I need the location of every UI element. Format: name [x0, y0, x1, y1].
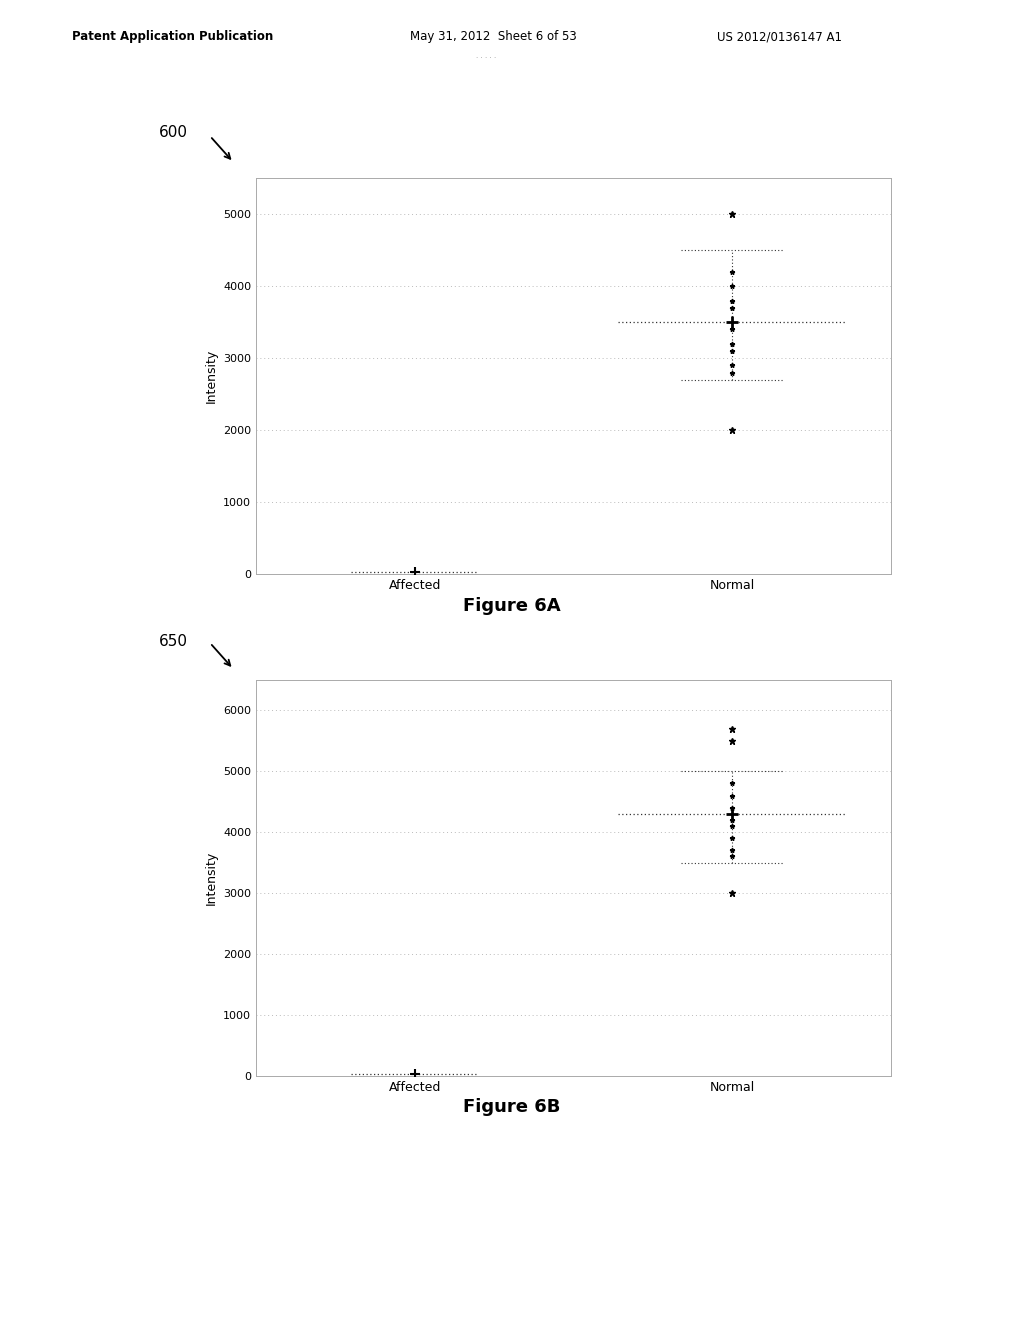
Text: . . . . .: . . . . .	[476, 53, 497, 59]
Text: 650: 650	[159, 634, 187, 648]
Text: May 31, 2012  Sheet 6 of 53: May 31, 2012 Sheet 6 of 53	[410, 30, 577, 44]
Y-axis label: Intensity: Intensity	[205, 348, 217, 404]
Text: Figure 6A: Figure 6A	[463, 597, 561, 615]
Text: US 2012/0136147 A1: US 2012/0136147 A1	[717, 30, 842, 44]
Text: Patent Application Publication: Patent Application Publication	[72, 30, 273, 44]
Y-axis label: Intensity: Intensity	[205, 850, 217, 906]
Text: 600: 600	[159, 125, 187, 140]
Text: Figure 6B: Figure 6B	[463, 1098, 561, 1117]
